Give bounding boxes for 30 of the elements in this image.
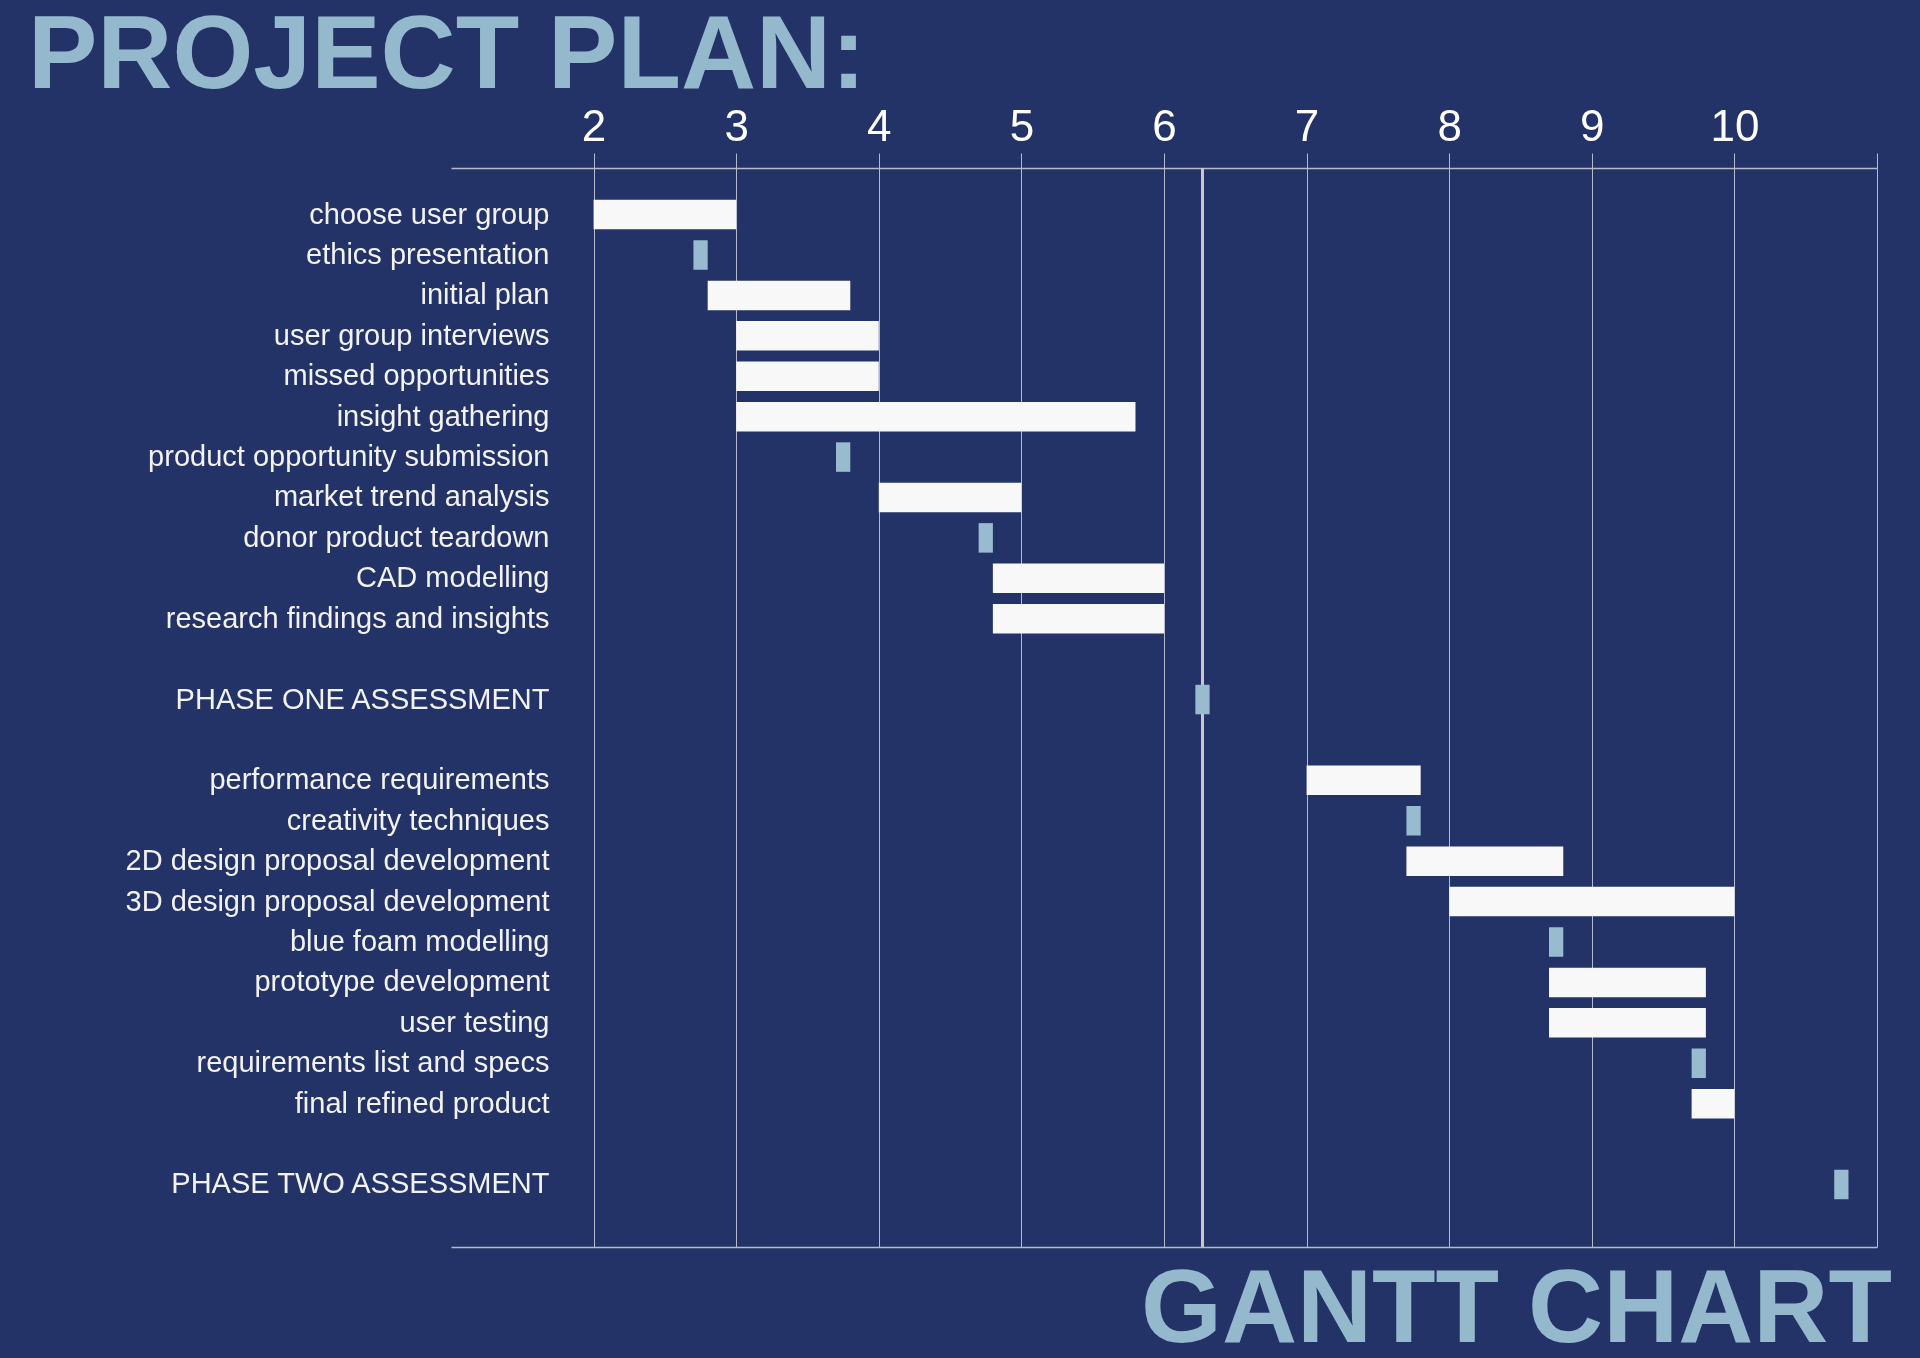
x-tick-label: 9 bbox=[1580, 100, 1605, 150]
y-tick-label: performance requirements bbox=[209, 763, 550, 796]
y-tick-label: 2D design proposal development bbox=[125, 844, 550, 877]
y-tick-label: product opportunity submission bbox=[148, 440, 550, 473]
x-tick-label: 5 bbox=[1009, 100, 1035, 150]
y-tick-label: choose user group bbox=[309, 197, 550, 230]
x-tick-label: 6 bbox=[1152, 100, 1177, 150]
y-tick-label: missed opportunities bbox=[283, 359, 550, 392]
y-tick-label: creativity techniques bbox=[286, 803, 550, 836]
y-tick-label: user testing bbox=[399, 1005, 550, 1038]
x-tick-label: 7 bbox=[1294, 100, 1320, 150]
y-tick-label: initial plan bbox=[420, 278, 550, 311]
y-tick-label: user group interviews bbox=[273, 318, 550, 351]
y-tick-label: PHASE TWO ASSESSMENT bbox=[171, 1167, 550, 1200]
y-tick-label: insight gathering bbox=[336, 399, 550, 432]
y-tick-label: donor product teardown bbox=[243, 520, 550, 553]
y-tick-label: market trend analysis bbox=[273, 480, 550, 513]
y-tick-label: blue foam modelling bbox=[289, 925, 550, 958]
y-tick-label: research findings and insights bbox=[165, 601, 550, 634]
y-tick-label: prototype development bbox=[254, 965, 550, 998]
y-tick-label: 3D design proposal development bbox=[125, 884, 550, 917]
y-tick-label: requirements list and specs bbox=[196, 1046, 550, 1079]
y-tick-label: ethics presentation bbox=[306, 238, 550, 271]
x-tick-label: 4 bbox=[867, 100, 892, 150]
y-tick-label: final refined product bbox=[294, 1086, 550, 1119]
y-tick-label: PHASE ONE ASSESSMENT bbox=[175, 682, 550, 715]
x-tick-label: 10 bbox=[1710, 100, 1760, 150]
y-tick-label: CAD modelling bbox=[356, 561, 550, 594]
x-tick-label: 8 bbox=[1437, 100, 1462, 150]
text: GANTT CHART bbox=[1140, 1247, 1892, 1358]
